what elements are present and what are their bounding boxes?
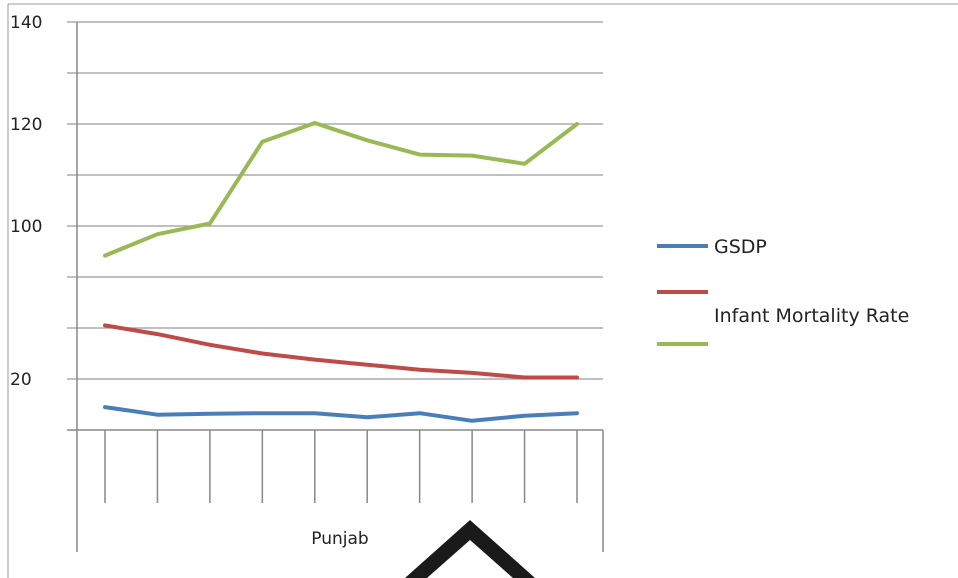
series-line-infant-mortality-rate — [103, 323, 579, 380]
axes — [76, 22, 604, 552]
legend-label: Enrollment Rate — [714, 357, 867, 379]
gridlines — [67, 21, 603, 431]
y-tick-label: 100 — [10, 217, 42, 237]
category-label: Punjab — [311, 529, 368, 549]
y-tick-labels: 140 120 100 20 — [10, 13, 42, 390]
series-line-gsdp — [103, 405, 579, 423]
legend: GSDP Infant Mortality Rate Enrollment Rate — [657, 236, 909, 379]
legend-label: Infant Mortality Rate — [714, 305, 909, 327]
series-line-enrollment-rate — [103, 121, 579, 258]
y-tick-label: 120 — [10, 115, 42, 135]
legend-label: GSDP — [714, 236, 767, 258]
x-tick-marks — [104, 430, 578, 503]
y-tick-label: 20 — [10, 370, 32, 390]
y-tick-label: 140 — [10, 13, 42, 33]
series-lines — [103, 121, 579, 423]
watermark-chevron — [405, 520, 535, 578]
